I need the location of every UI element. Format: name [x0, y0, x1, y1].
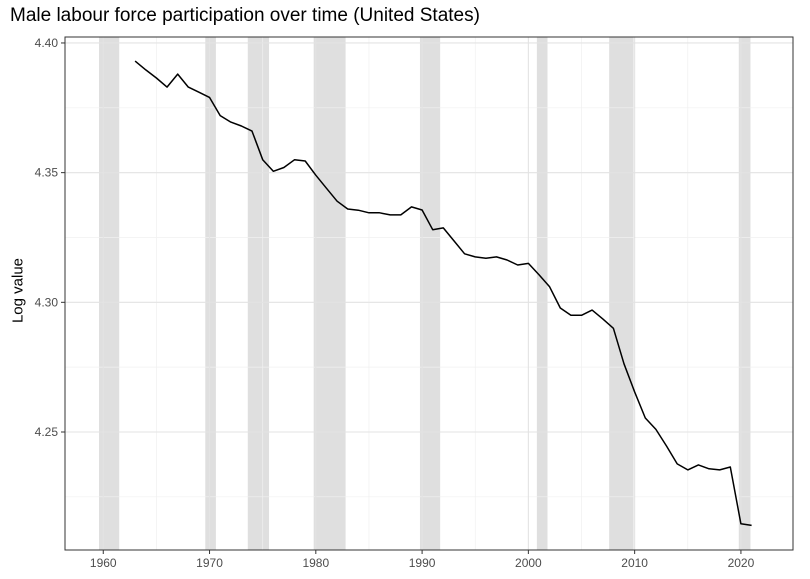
recession-band [609, 37, 634, 550]
x-tick-label: 1970 [196, 556, 223, 570]
recession-band [419, 37, 441, 550]
recession-band [99, 37, 120, 550]
x-tick-label: 1990 [409, 556, 436, 570]
recession-band [738, 37, 751, 550]
x-tick-label: 2010 [621, 556, 648, 570]
x-tick-label: 2000 [515, 556, 542, 570]
series [134, 60, 752, 527]
x-tick-label: 1980 [302, 556, 329, 570]
y-tick-label: 4.30 [35, 295, 59, 309]
chart-title: Male labour force participation over tim… [10, 5, 480, 26]
y-tick-label: 4.25 [35, 425, 59, 439]
y-tick-label: 4.40 [35, 36, 59, 50]
plot-border [64, 36, 794, 551]
y-tick-label: 4.35 [35, 166, 59, 180]
recession-band [247, 37, 270, 550]
recession-shading [99, 37, 751, 550]
recession-band [313, 37, 346, 550]
grid-lines [65, 37, 793, 550]
series-line [134, 60, 752, 527]
x-tick-label: 2020 [728, 556, 755, 570]
axes: 1960 1970 1980 1990 2000 2010 2020 4.25 4.30 4.35… [35, 36, 755, 570]
recession-band [536, 37, 548, 550]
recession-band [205, 37, 216, 550]
x-tick-label: 1960 [90, 556, 117, 570]
